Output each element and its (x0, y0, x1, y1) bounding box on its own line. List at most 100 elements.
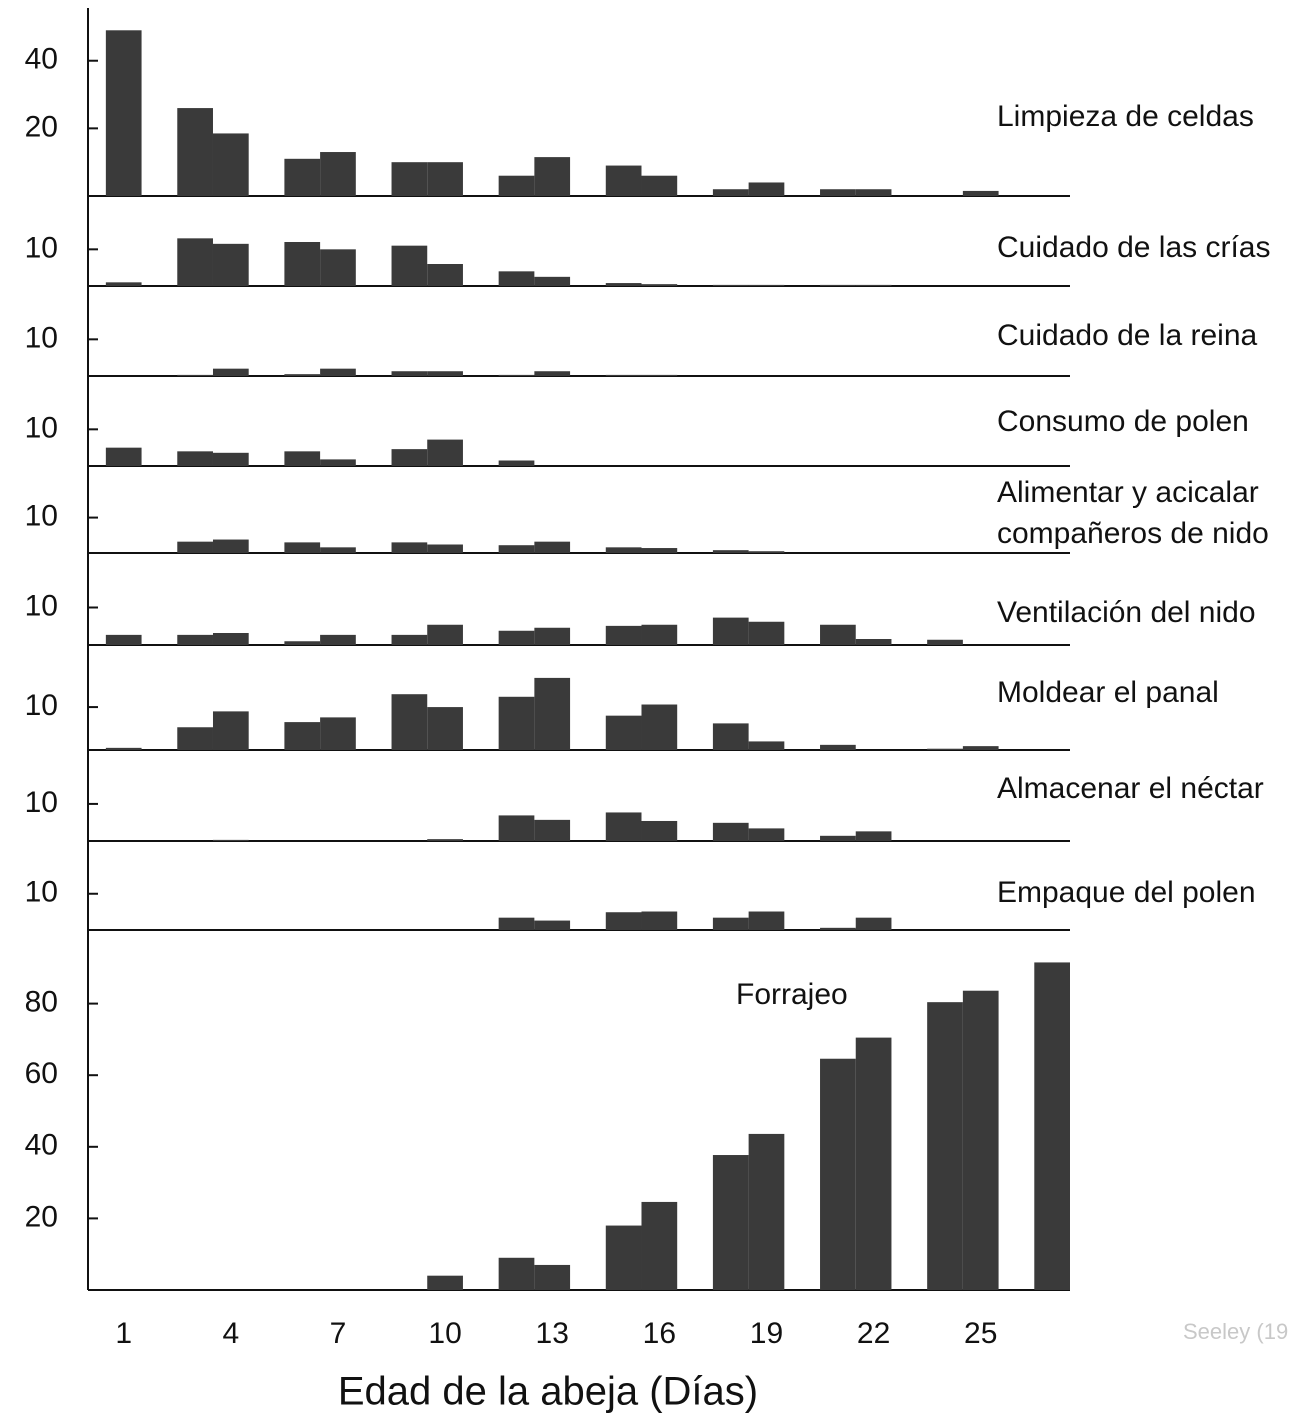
bar (820, 284, 856, 286)
panel-label: Consumo de polen (997, 405, 1249, 438)
bar (427, 162, 463, 196)
bar (177, 727, 213, 750)
bar (498, 271, 535, 286)
x-tick-label: 19 (750, 1317, 783, 1350)
bar (641, 548, 678, 553)
bar (212, 839, 249, 841)
bar (284, 542, 321, 553)
bar (105, 747, 142, 750)
panel-label: compañeros de nido (997, 517, 1269, 550)
bar (605, 374, 642, 376)
bar (320, 717, 356, 750)
bar (712, 822, 749, 841)
bar (641, 1201, 678, 1290)
bar (1034, 962, 1070, 1290)
bar (605, 1225, 642, 1290)
bar (284, 451, 321, 466)
panel-label: Almacenar el néctar (997, 772, 1264, 805)
bar (605, 912, 642, 930)
bar (320, 368, 356, 376)
bar (712, 917, 749, 930)
bar (498, 1257, 535, 1290)
bar (534, 371, 571, 376)
bar (498, 175, 535, 196)
y-tick-label: 10 (25, 876, 58, 909)
bar (177, 374, 213, 376)
bar (748, 551, 785, 553)
y-tick-label: 10 (25, 589, 58, 622)
y-tick-label: 40 (25, 43, 58, 76)
y-tick-label: 20 (25, 110, 58, 143)
bar (177, 541, 213, 553)
bar (748, 182, 785, 196)
panel-label: Forrajeo (736, 978, 848, 1011)
panel-label: Moldear el panal (997, 676, 1219, 709)
bar (212, 633, 249, 645)
y-tick-label: 20 (25, 1200, 58, 1233)
bar (962, 990, 999, 1290)
bar (212, 539, 249, 553)
bar (498, 630, 535, 645)
bar (320, 547, 356, 553)
bar (748, 621, 785, 645)
bar (427, 439, 463, 466)
bar (534, 677, 571, 750)
bar (177, 634, 213, 645)
bar (820, 835, 856, 841)
x-tick-label: 1 (115, 1317, 132, 1350)
y-tick-label: 10 (25, 231, 58, 264)
bar (820, 927, 856, 930)
bar (284, 242, 321, 286)
panel-label: Ventilación del nido (997, 596, 1256, 629)
bar (748, 828, 785, 841)
bar (605, 715, 642, 750)
bar (105, 30, 142, 196)
bar (427, 544, 463, 553)
y-tick-label: 10 (25, 689, 58, 722)
bar (105, 634, 142, 645)
bar (712, 723, 749, 750)
bar (605, 547, 642, 553)
x-tick-label: 16 (643, 1317, 676, 1350)
bar (320, 249, 356, 286)
panel-label: Cuidado de las crías (997, 231, 1271, 264)
bar (855, 917, 892, 930)
bar (391, 245, 428, 286)
bar (641, 704, 678, 750)
y-tick-label: 60 (25, 1057, 58, 1090)
bar (105, 282, 142, 286)
bar (820, 624, 856, 645)
bar (534, 157, 571, 196)
bar (748, 284, 785, 286)
bar (712, 550, 749, 553)
y-tick-label: 10 (25, 786, 58, 819)
y-tick-label: 10 (25, 500, 58, 533)
bar (641, 820, 678, 841)
bar (427, 839, 463, 841)
y-tick-label: 10 (25, 411, 58, 444)
bar (962, 746, 999, 750)
bar (534, 541, 571, 553)
bar (534, 819, 571, 841)
bar (605, 625, 642, 645)
bar (534, 627, 571, 645)
bar (820, 744, 856, 750)
bar (927, 748, 963, 750)
bar (105, 447, 142, 466)
bar (212, 452, 249, 466)
bar (177, 451, 213, 466)
bar (712, 617, 749, 645)
panel-label: Empaque del polen (997, 876, 1256, 909)
bar (391, 694, 428, 750)
bar (641, 374, 678, 376)
bar (391, 371, 428, 376)
bar (641, 624, 678, 645)
bar (212, 243, 249, 286)
bar (284, 641, 321, 645)
bar (427, 1275, 463, 1290)
y-tick-label: 40 (25, 1129, 58, 1162)
x-tick-label: 22 (857, 1317, 890, 1350)
bar (177, 238, 213, 286)
bar (820, 189, 856, 196)
